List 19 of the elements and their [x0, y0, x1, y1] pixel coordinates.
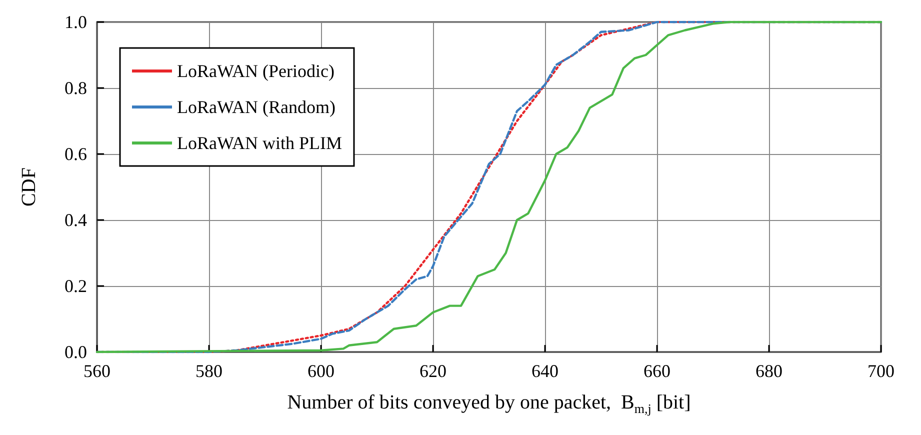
x-tick-label: 680	[756, 361, 782, 381]
y-axis-title: CDF	[18, 168, 40, 206]
y-tick-label: 0.2	[64, 276, 87, 296]
y-tick-label: 0.0	[64, 342, 87, 362]
x-tick-label: 640	[532, 361, 558, 381]
x-tick-label: 600	[308, 361, 334, 381]
x-tick-label: 620	[420, 361, 446, 381]
x-tick-label: 560	[84, 361, 110, 381]
x-tick-label: 580	[196, 361, 222, 381]
y-tick-label: 1.0	[64, 12, 87, 32]
legend-label: LoRaWAN (Random)	[177, 97, 336, 117]
y-tick-label: 0.6	[64, 144, 87, 164]
legend-label: LoRaWAN with PLIM	[177, 133, 342, 153]
line-series	[96, 20, 882, 354]
y-tick-label: 0.4	[64, 210, 87, 230]
x-tick-label: 700	[868, 361, 894, 381]
legend-label: LoRaWAN (Periodic)	[177, 61, 334, 81]
y-tick-label: 0.8	[64, 78, 87, 98]
x-tick-label: 660	[644, 361, 670, 381]
